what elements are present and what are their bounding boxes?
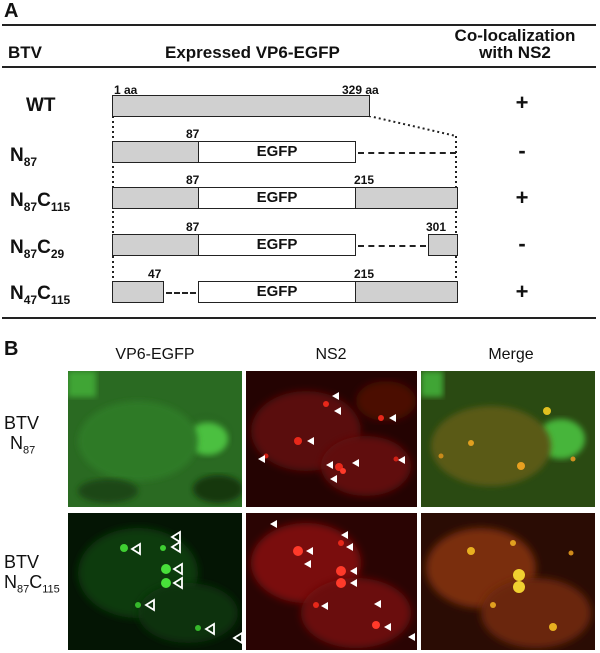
column-title-vp6-egfp: VP6-EGFP: [115, 346, 195, 363]
coloc-header-line2: with NS2: [479, 43, 551, 62]
coloc-wt: +: [515, 90, 529, 115]
btv-header: BTV: [8, 43, 42, 62]
panel-a-letter: A: [4, 0, 19, 22]
bottom-rule: [2, 317, 596, 319]
n47c115-pos-47: 47: [148, 267, 162, 281]
n47c115-n-segment: [112, 281, 164, 303]
n87-pos-87: 87: [186, 127, 200, 141]
micrograph-n87c115-vp6-egfp: [68, 513, 242, 650]
n47c115-egfp-box: EGFP: [198, 281, 356, 303]
coloc-n47c115: +: [515, 279, 529, 304]
row-label-n47c115: N47C115: [10, 283, 71, 307]
n47c115-pos-215: 215: [354, 267, 375, 281]
n87c29-egfp-box: EGFP: [198, 234, 356, 256]
n87c115-pos-215: 215: [354, 173, 375, 187]
n87-egfp-box: EGFP: [198, 141, 356, 163]
header-rule: [2, 66, 596, 68]
n47c115-deletion-line: [166, 292, 196, 294]
n47c115-c-segment: [355, 281, 458, 303]
panel-b-letter: B: [4, 338, 19, 360]
n87c115-egfp-box: EGFP: [198, 187, 356, 209]
n87c115-n-segment: [112, 187, 199, 209]
column-title-ns2: NS2: [315, 346, 347, 363]
n87c115-pos-87: 87: [186, 173, 200, 187]
coloc-n87: -: [518, 138, 526, 163]
micrograph-n87c115-merge: [421, 513, 595, 650]
row-label-n87c115: N87C115: [10, 190, 71, 214]
top-rule: [2, 24, 596, 26]
row-label-n87: N87: [10, 145, 38, 169]
wt-end-label: 329 aa: [342, 83, 379, 97]
coloc-n87c29: -: [518, 231, 526, 256]
row-label-btv-n87c115: BTV N87C115: [4, 552, 60, 596]
n87c29-deletion-line: [358, 245, 426, 247]
row-label-n87c29: N87C29: [10, 237, 65, 261]
coloc-header-line1: Co-localization: [454, 26, 576, 45]
coloc-n87c115: +: [515, 185, 529, 210]
wt-bar: [112, 95, 370, 117]
n87c29-n-segment: [112, 234, 199, 256]
wt-start-label: 1 aa: [114, 83, 138, 97]
micrograph-n87c115-ns2: [246, 513, 417, 650]
column-title-merge: Merge: [488, 346, 534, 363]
micrograph-n87-merge: [421, 371, 595, 507]
n87c29-pos-301: 301: [426, 220, 447, 234]
n87c29-c-segment: [428, 234, 458, 256]
row-label-btv-n87: BTV N87: [4, 413, 40, 457]
n87c115-c-segment: [355, 187, 458, 209]
micrograph-n87-ns2: [246, 371, 417, 507]
n87-vp6-segment: [112, 141, 199, 163]
n87c29-pos-87: 87: [186, 220, 200, 234]
row-label-wt: WT: [26, 95, 56, 116]
construct-header: Expressed VP6-EGFP: [165, 43, 340, 62]
n87-deletion-line: [358, 152, 456, 154]
micrograph-n87-vp6-egfp: [68, 371, 242, 507]
